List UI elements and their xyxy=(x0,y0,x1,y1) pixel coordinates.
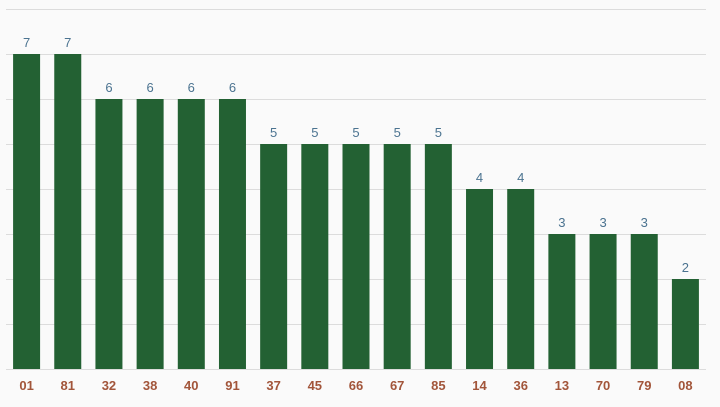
x-tick-label-38: 38 xyxy=(143,378,157,393)
x-axis-tick-labels: 01 81 32 38 40 91 37 45 66 67 85 14 36 13 70 79 08 xyxy=(19,378,692,393)
bar-70[interactable] xyxy=(589,234,617,369)
bar-38[interactable] xyxy=(136,99,164,369)
x-tick-label-01: 01 xyxy=(19,378,33,393)
bar-66[interactable] xyxy=(342,144,370,369)
x-tick-label-79: 79 xyxy=(637,378,651,393)
value-label-85: 5 xyxy=(435,125,442,140)
x-tick-label-40: 40 xyxy=(184,378,198,393)
value-label-81: 7 xyxy=(64,35,71,50)
bar-13[interactable] xyxy=(548,234,576,369)
value-label-13: 3 xyxy=(558,215,565,230)
value-label-32: 6 xyxy=(105,80,112,95)
x-tick-label-08: 08 xyxy=(678,378,692,393)
value-labels: 7 7 6 6 6 6 5 5 5 5 5 4 4 3 3 3 2 xyxy=(23,35,689,275)
x-tick-label-37: 37 xyxy=(266,378,280,393)
bar-08[interactable] xyxy=(671,279,699,369)
value-label-67: 5 xyxy=(394,125,401,140)
value-label-66: 5 xyxy=(352,125,359,140)
value-label-45: 5 xyxy=(311,125,318,140)
x-tick-label-66: 66 xyxy=(349,378,363,393)
x-tick-label-45: 45 xyxy=(308,378,322,393)
bar-79[interactable] xyxy=(630,234,658,369)
value-label-14: 4 xyxy=(476,170,483,185)
value-label-91: 6 xyxy=(229,80,236,95)
x-tick-label-91: 91 xyxy=(225,378,239,393)
x-tick-label-85: 85 xyxy=(431,378,445,393)
bar-01[interactable] xyxy=(13,54,41,369)
bar-45[interactable] xyxy=(301,144,329,369)
value-label-70: 3 xyxy=(599,215,606,230)
bar-40[interactable] xyxy=(177,99,205,369)
x-tick-label-13: 13 xyxy=(555,378,569,393)
bar-81[interactable] xyxy=(54,54,82,369)
x-tick-label-36: 36 xyxy=(513,378,527,393)
x-tick-label-81: 81 xyxy=(61,378,75,393)
bar-36[interactable] xyxy=(507,189,535,369)
value-label-36: 4 xyxy=(517,170,524,185)
value-label-37: 5 xyxy=(270,125,277,140)
bars xyxy=(13,54,699,369)
bar-32[interactable] xyxy=(95,99,123,369)
bar-67[interactable] xyxy=(383,144,411,369)
x-tick-label-32: 32 xyxy=(102,378,116,393)
bar-85[interactable] xyxy=(424,144,452,369)
bar-37[interactable] xyxy=(260,144,288,369)
value-label-01: 7 xyxy=(23,35,30,50)
value-label-38: 6 xyxy=(147,80,154,95)
x-tick-label-14: 14 xyxy=(472,378,487,393)
value-label-40: 6 xyxy=(188,80,195,95)
x-tick-label-70: 70 xyxy=(596,378,610,393)
x-tick-label-67: 67 xyxy=(390,378,404,393)
value-label-08: 2 xyxy=(682,260,689,275)
bar-14[interactable] xyxy=(466,189,494,369)
value-label-79: 3 xyxy=(641,215,648,230)
bar-91[interactable] xyxy=(218,99,246,369)
